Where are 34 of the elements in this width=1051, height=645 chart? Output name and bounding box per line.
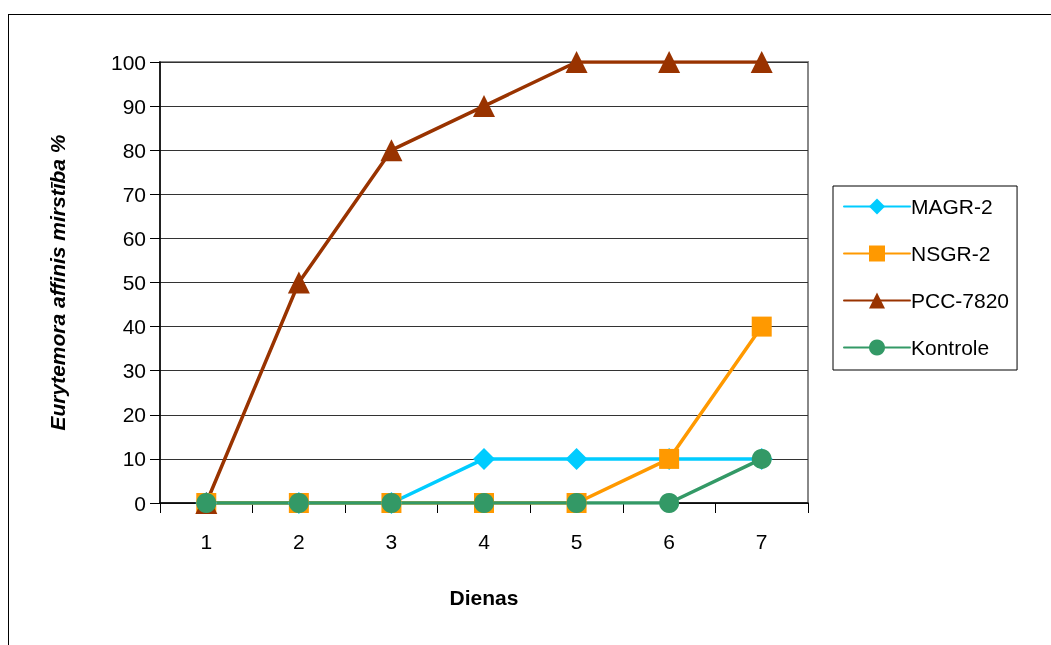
point bbox=[473, 447, 495, 470]
x-tick-label: 2 bbox=[293, 530, 305, 553]
x-tick-label: 4 bbox=[478, 530, 491, 553]
x-tick-label: 1 bbox=[200, 530, 213, 553]
y-tick-label: 40 bbox=[122, 315, 146, 339]
y-tick-label: 60 bbox=[122, 226, 146, 250]
y-tick-label: 20 bbox=[122, 403, 146, 427]
point bbox=[565, 51, 588, 73]
y-tick-label: 90 bbox=[122, 94, 146, 118]
x-tick-label: 5 bbox=[570, 530, 583, 553]
point bbox=[751, 316, 772, 337]
point bbox=[658, 51, 681, 73]
point bbox=[287, 271, 310, 294]
y-tick-label: 10 bbox=[122, 447, 146, 471]
x-tick-label: 7 bbox=[755, 530, 768, 553]
y-tick-label: 80 bbox=[122, 138, 146, 162]
legend-label: NSGR-2 bbox=[911, 242, 991, 265]
y-tick-label: 100 bbox=[110, 50, 146, 74]
x-tick-label: 6 bbox=[663, 530, 675, 553]
x-axis-title: Dienas bbox=[449, 586, 519, 609]
y-tick-label: 50 bbox=[122, 271, 146, 294]
legend-label: MAGR-2 bbox=[911, 195, 993, 218]
point bbox=[565, 447, 588, 470]
y-axis-title: Eurytemora affinis mirstība % bbox=[46, 134, 69, 431]
legend-label: PCC-7820 bbox=[911, 289, 1010, 312]
y-tick-label: 0 bbox=[134, 491, 146, 515]
legend-label: Kontrole bbox=[911, 336, 990, 359]
point bbox=[659, 493, 680, 513]
x-tick-label: 3 bbox=[385, 530, 398, 553]
point bbox=[380, 139, 403, 162]
point bbox=[473, 95, 495, 118]
y-tick-label: 70 bbox=[122, 182, 146, 206]
y-tick-label: 30 bbox=[122, 359, 146, 383]
point bbox=[750, 51, 773, 73]
